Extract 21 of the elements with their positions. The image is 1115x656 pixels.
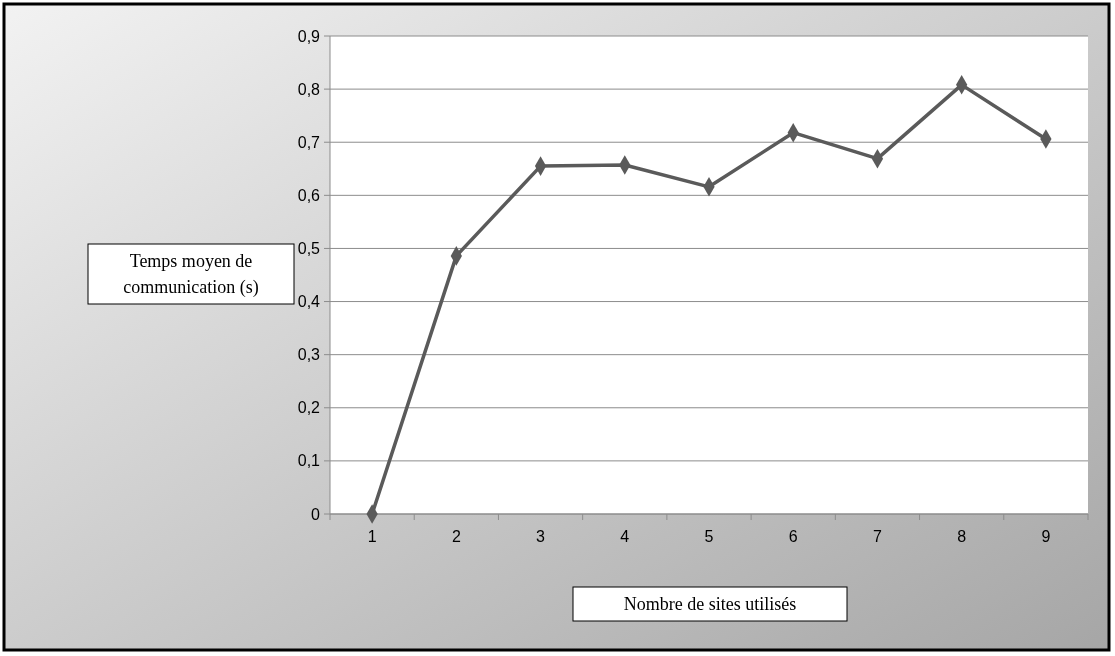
x-tick-label: 6: [788, 528, 798, 545]
y-tick-label: 0,4: [297, 293, 321, 311]
y-tick-label: 0,2: [297, 399, 321, 417]
x-tick-label: 1: [367, 528, 377, 545]
y-tick-label: 0,3: [297, 346, 321, 364]
x-tick-label: 7: [872, 528, 882, 545]
y-tick-label: 0,6: [297, 186, 321, 204]
y-tick-label: 0,9: [297, 27, 321, 45]
y-tick-label: 0,1: [297, 452, 321, 470]
y-axis-title: Temps moyen de communication (s): [123, 251, 259, 299]
x-tick-label: 2: [451, 528, 461, 545]
y-tick-label: 0: [311, 505, 321, 523]
x-tick-label: 4: [620, 528, 630, 545]
x-tick-label: 5: [704, 528, 714, 545]
y-tick-label: 0,5: [297, 240, 321, 258]
x-tick-label: 9: [1041, 528, 1051, 545]
x-tick-label: 3: [536, 528, 546, 545]
y-tick-label: 0,7: [297, 133, 321, 151]
x-tick-label: 8: [957, 528, 967, 545]
y-tick-label: 0,8: [297, 80, 321, 98]
x-axis-title: Nombre de sites utilisés: [623, 594, 797, 615]
